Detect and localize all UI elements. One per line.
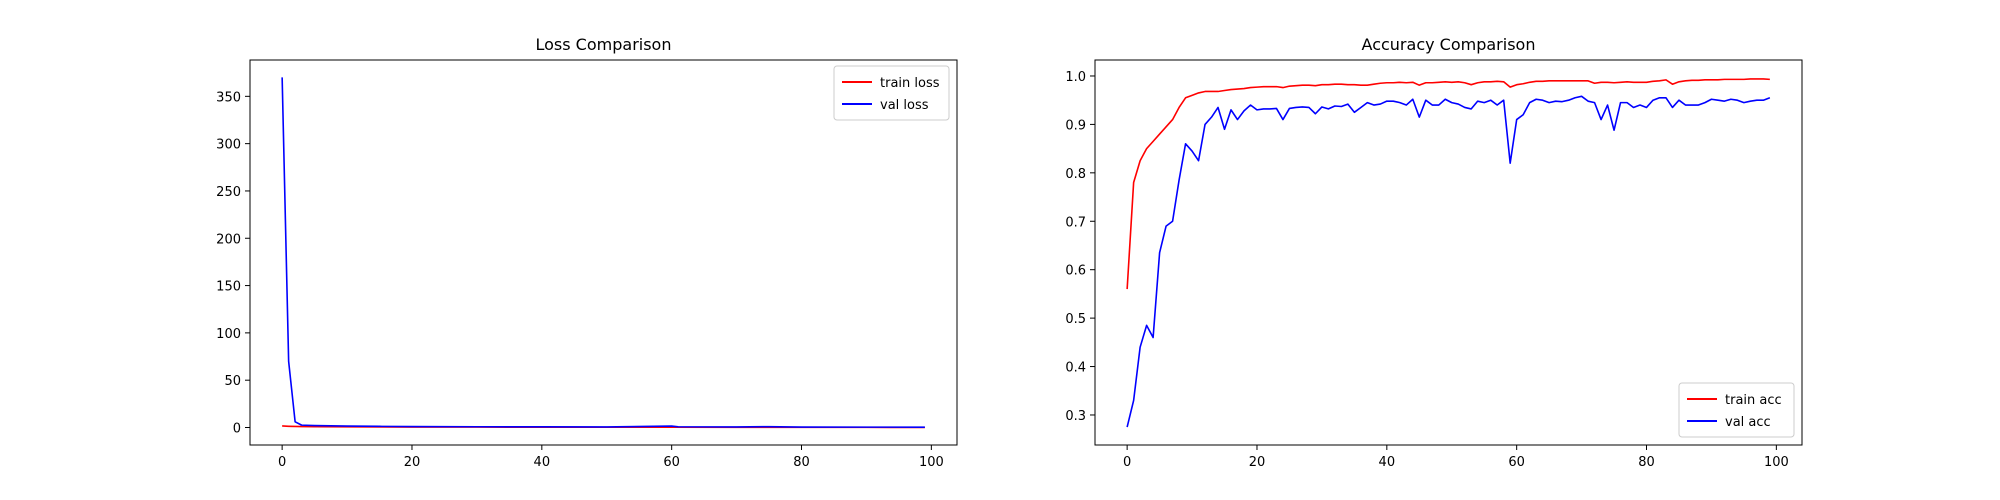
val-acc-line [1126,95,1771,428]
chart-title: Loss Comparison [536,35,672,54]
accuracy-comparison-chart: Accuracy Comparison 0 20 40 60 80 100 0.3 0.4 0.5… [1065,35,1803,470]
legend: train acc val acc [1678,382,1795,438]
y-tick-label: 0.4 [1065,361,1086,376]
y-tick-label: 300 [216,138,241,153]
legend-box [833,65,950,121]
y-tick-label: 200 [216,232,241,247]
x-tick-label: 20 [404,455,421,470]
plot-area-frame [1094,59,1803,446]
y-tick-label: 0.6 [1065,264,1086,279]
y-tick-label: 350 [216,90,241,105]
loss-comparison-chart: Loss Comparison 0 20 40 60 80 100 0 50 100 150 200 2… [216,35,958,470]
y-tick-label: 250 [216,185,241,200]
x-tick-label: 0 [278,455,286,470]
y-tick-label: 150 [216,280,241,295]
y-tick-label: 100 [216,327,241,342]
val-acc-legend-label: val acc [1725,415,1771,430]
y-tick-label: 0.7 [1065,215,1086,230]
y-tick-label: 0.3 [1065,409,1086,424]
x-tick-label: 40 [1379,455,1396,470]
chart-title: Accuracy Comparison [1362,35,1536,54]
legend: train loss val loss [833,65,950,121]
x-tick-label: 100 [919,455,944,470]
x-tick-label: 40 [534,455,551,470]
x-tick-label: 20 [1249,455,1266,470]
val-loss-legend-label: val loss [880,98,929,113]
train-acc-line [1126,78,1770,290]
train-acc-legend-label: train acc [1725,393,1782,408]
x-tick-label: 100 [1764,455,1789,470]
y-tick-label: 0.9 [1065,118,1086,133]
y-tick-label: 50 [224,374,241,389]
series-group [1126,78,1771,428]
series-group [281,77,925,429]
legend-box [1678,382,1795,438]
y-tick-label: 1.0 [1065,70,1086,85]
x-tick-label: 80 [1638,455,1655,470]
y-tick-label: 0 [233,421,241,436]
x-tick-label: 0 [1123,455,1131,470]
x-tick-label: 60 [1508,455,1525,470]
x-tick-label: 80 [793,455,810,470]
y-tick-label: 0.5 [1065,312,1086,327]
x-tick-label: 60 [663,455,680,470]
plot-area-frame [249,59,958,446]
y-tick-label: 0.8 [1065,167,1086,182]
train-loss-legend-label: train loss [880,76,940,91]
val-loss-line [281,77,925,428]
